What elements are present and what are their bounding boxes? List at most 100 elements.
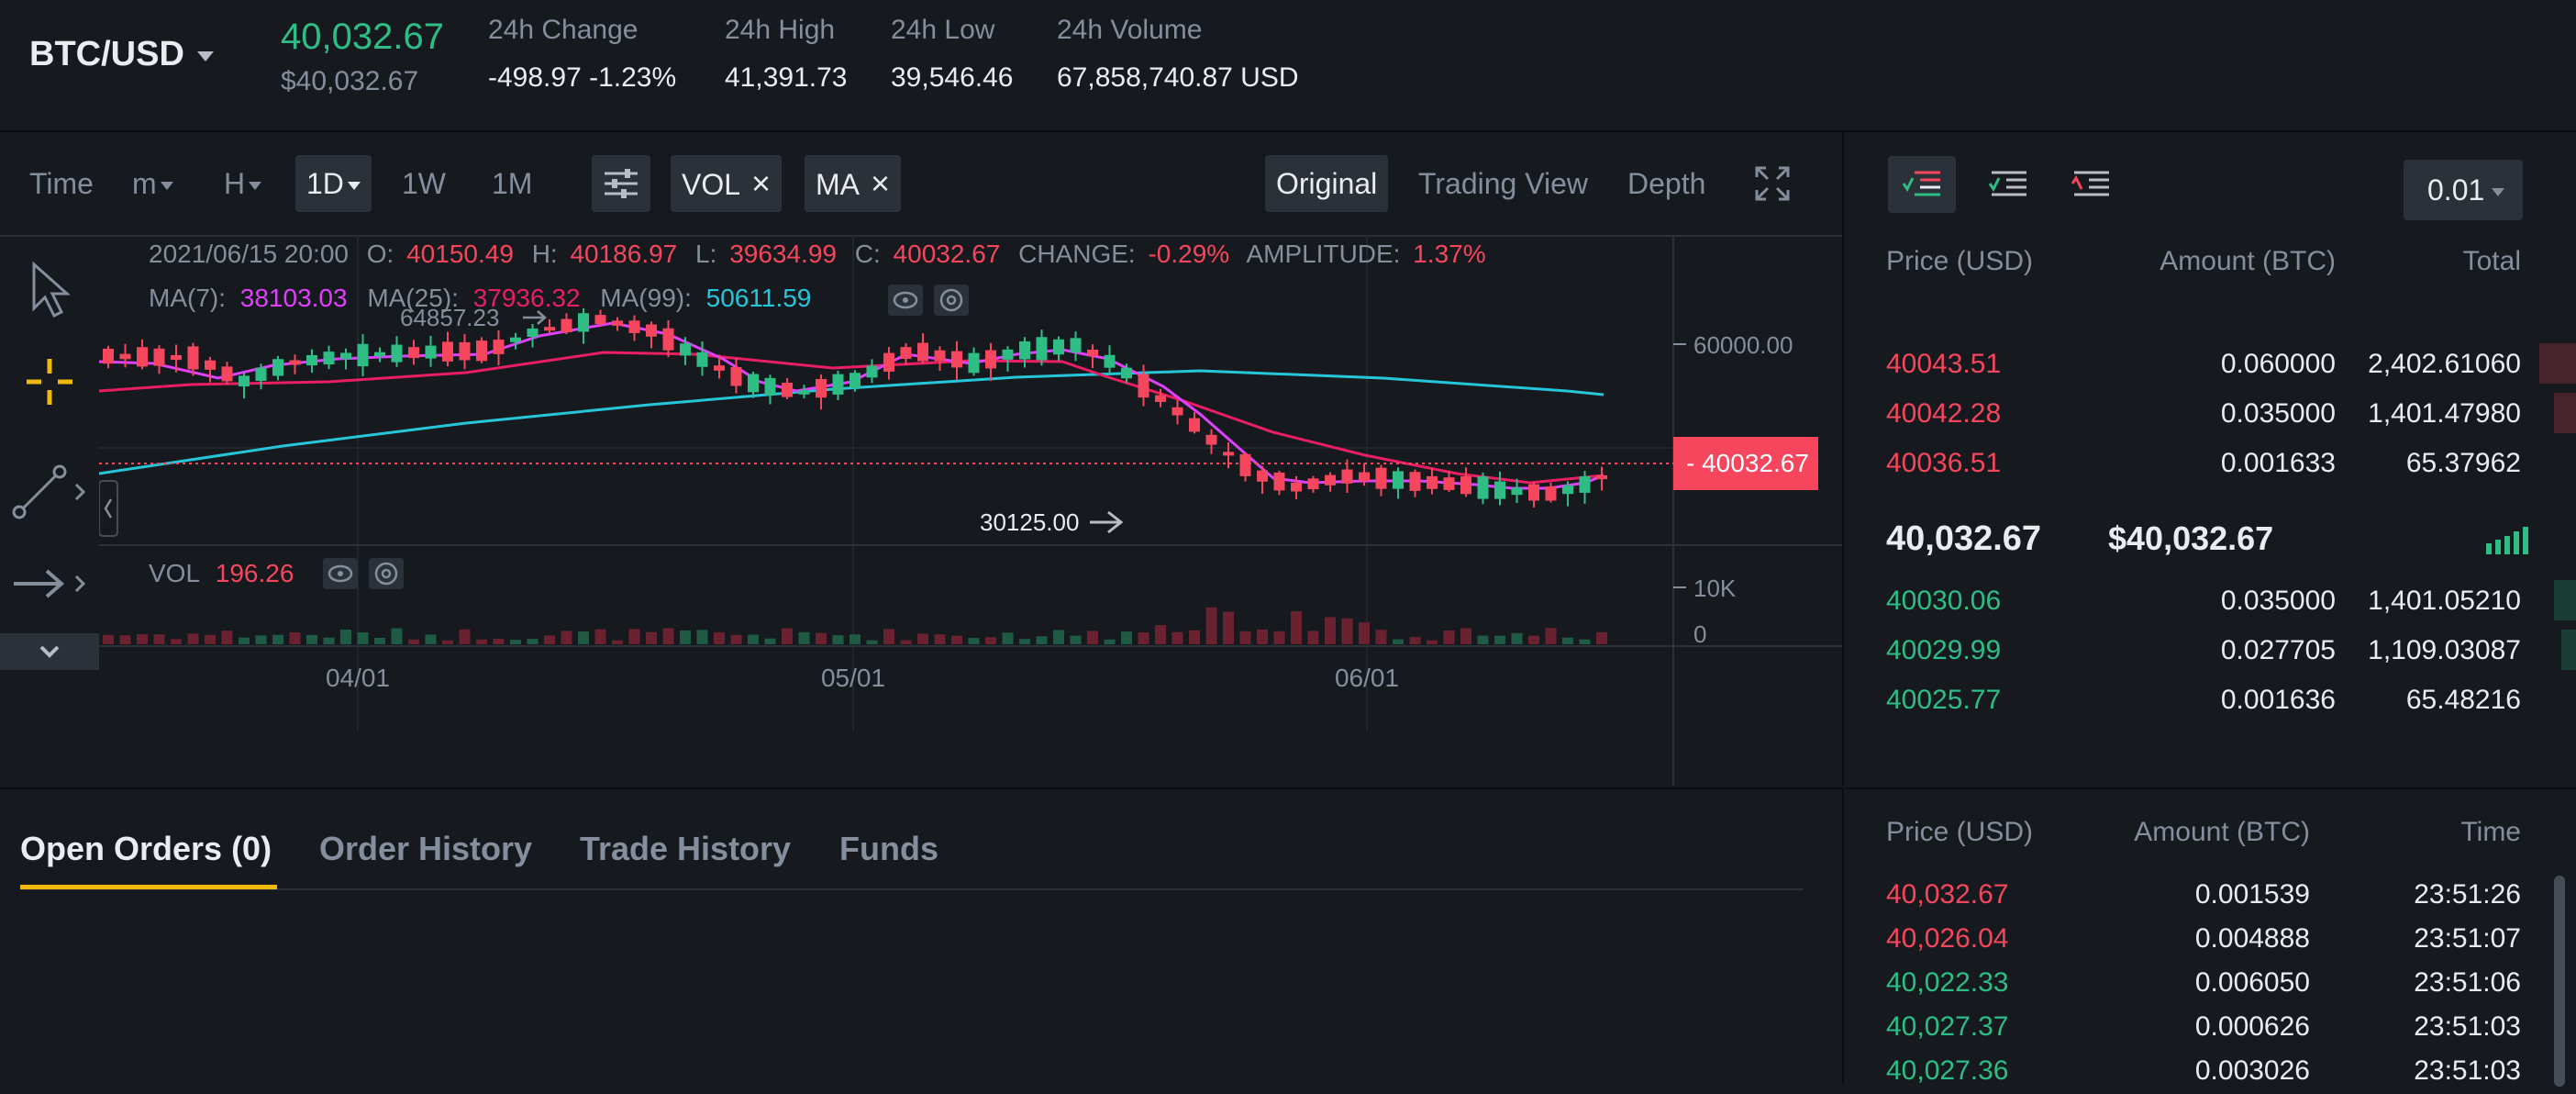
ma-indicator-chip[interactable]: MA × [805, 155, 902, 212]
orderbook-mode-bids[interactable] [1974, 156, 2042, 213]
orderbook-mode-both[interactable] [1888, 156, 1956, 213]
current-price-value: 40032.67 [1702, 449, 1809, 477]
candle-body [883, 352, 894, 372]
volume-bar [1273, 631, 1285, 644]
ma7-value: 38103.03 [240, 284, 348, 312]
col-header-amount: Amount (BTC) [2160, 246, 2336, 276]
candle-body [1257, 470, 1268, 482]
mid-price-row: 40,032.67 $40,032.67 [1846, 507, 2576, 571]
candle-body [1036, 337, 1048, 361]
ma-settings-button[interactable] [934, 285, 969, 316]
cursor-tool[interactable] [0, 253, 99, 327]
candle-body [289, 360, 301, 365]
orderbook-mode-asks[interactable] [2057, 156, 2125, 213]
vol-settings-button[interactable] [369, 558, 404, 589]
stat-24h-volume: 24h Volume 67,858,740.87 USD [1057, 15, 1299, 94]
bid-row[interactable]: 40029.99 0.027705 1,109.03087 [1846, 626, 2576, 675]
candlestick-chart[interactable]: 2021/06/15 20:00 O: 40150.49 H: 40186.97… [99, 235, 1842, 786]
ma25-label: MA(25): [367, 284, 459, 312]
time-tick-label: 05/01 [821, 664, 885, 692]
row-amount: 0.001633 [2220, 448, 2336, 478]
volume-bar [119, 635, 131, 644]
precision-dropdown[interactable]: 0.01 [2404, 160, 2523, 220]
candle-body [662, 328, 674, 351]
volume-bar [425, 634, 437, 644]
row-total: 65.48216 [2405, 685, 2521, 715]
interval-1w[interactable]: 1W [402, 167, 446, 200]
fullscreen-button[interactable] [1743, 155, 1802, 212]
trade-amount: 0.000626 [2194, 1011, 2310, 1042]
view-depth-tab[interactable]: Depth [1627, 167, 1706, 200]
tab-trade-history[interactable]: Trade History [580, 830, 792, 867]
view-original-tab[interactable]: Original [1265, 155, 1389, 212]
interval-minute-dropdown[interactable]: m [121, 155, 184, 212]
volume-bar [1562, 637, 1573, 644]
row-price: 40025.77 [1886, 685, 2002, 715]
view-trading-view-tab[interactable]: Trading View [1418, 167, 1588, 200]
volume-bar [306, 634, 317, 644]
close-icon[interactable]: × [871, 164, 891, 202]
stat-value: 41,391.73 [725, 62, 848, 93]
candle-body [1545, 486, 1557, 501]
bid-row[interactable]: 40030.06 0.035000 1,401.05210 [1846, 576, 2576, 626]
candle-body [1341, 469, 1353, 484]
last-price-usd: $40,032.67 [281, 66, 419, 96]
vol-indicator-chip[interactable]: VOL × [671, 155, 783, 212]
interval-hour-dropdown[interactable]: H [213, 155, 272, 212]
volume-bar [578, 631, 589, 644]
ask-row[interactable]: 40043.51 0.060000 2,402.61060 [1846, 340, 2576, 389]
candle-body [646, 324, 657, 337]
trade-row: 40,027.37 0.000626 23:51:03 [1846, 1006, 2576, 1050]
mid-price-usd: $40,032.67 [2108, 519, 2274, 557]
candle-body [187, 346, 199, 370]
tab-open-orders[interactable]: Open Orders (0) [20, 830, 272, 867]
ohlc-close-label: C: [855, 240, 881, 268]
orderbook-asks-icon [2071, 171, 2109, 196]
trendline-tool[interactable] [0, 455, 99, 529]
chart-collapse-handle[interactable] [99, 480, 118, 537]
interval-time[interactable]: Time [29, 167, 94, 200]
ask-row[interactable]: 40036.51 0.001633 65.37962 [1846, 439, 2576, 488]
volume-bar [1205, 607, 1217, 644]
interval-1d-dropdown[interactable]: 1D [295, 155, 372, 212]
volume-bar [255, 635, 267, 644]
trade-price: 40,027.36 [1886, 1055, 2009, 1086]
signal-bars-icon [2486, 527, 2528, 554]
ask-row[interactable]: 40042.28 0.035000 1,401.47980 [1846, 389, 2576, 439]
candle-body [544, 327, 555, 331]
row-total: 2,402.61060 [2368, 349, 2521, 379]
crosshair-tool[interactable] [0, 345, 99, 419]
tab-order-history[interactable]: Order History [319, 830, 533, 867]
ohlc-amplitude: 1.37% [1413, 240, 1485, 268]
candle-body [1359, 472, 1370, 482]
volume-bar [832, 635, 844, 644]
indicator-settings-button[interactable] [592, 155, 650, 212]
volume-bar [1393, 639, 1404, 644]
volume-bar [1359, 622, 1370, 644]
pair-selector[interactable]: BTC/USD [29, 35, 214, 74]
volume-bar [883, 629, 894, 644]
volume-bar [1443, 630, 1455, 644]
volume-bar [1545, 628, 1557, 644]
volume-bar [171, 639, 182, 644]
trades-scrollbar[interactable] [2554, 876, 2565, 1087]
close-icon[interactable]: × [751, 164, 772, 202]
arrow-tool[interactable] [0, 547, 99, 620]
candle-body [985, 350, 996, 369]
interval-1m[interactable]: 1M [492, 167, 533, 200]
bid-row[interactable]: 40025.77 0.001636 65.48216 [1846, 675, 2576, 725]
vol-visibility-toggle[interactable] [323, 558, 358, 589]
volume-bar [1189, 630, 1200, 644]
candle-body [1409, 472, 1421, 491]
tools-expand-button[interactable] [0, 633, 99, 670]
ma-visibility-toggle[interactable] [888, 285, 923, 316]
depth-bar [2539, 343, 2576, 384]
high-marker-label: 64857.23 [400, 304, 499, 331]
volume-bar [714, 631, 725, 644]
chart-grid [99, 235, 1677, 731]
volume-bar [1596, 631, 1607, 644]
gear-icon [374, 562, 398, 586]
tab-funds[interactable]: Funds [839, 830, 938, 867]
volume-bar [442, 640, 453, 644]
volume-bar [748, 634, 759, 644]
